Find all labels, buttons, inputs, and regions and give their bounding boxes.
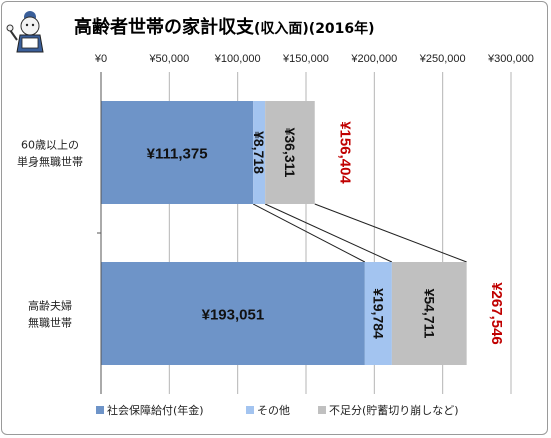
x-tick-label: ¥0 xyxy=(94,53,107,65)
x-tick-label: ¥50,000 xyxy=(148,53,189,65)
legend-swatch xyxy=(246,406,254,414)
x-tick-label: ¥200,000 xyxy=(350,53,397,65)
data-label: ¥111,375 xyxy=(147,146,208,163)
total-label: ¥267,546 xyxy=(488,282,505,345)
connector-line xyxy=(252,203,366,263)
bar-1-3 xyxy=(265,101,315,204)
data-label: ¥193,051 xyxy=(202,307,265,324)
chart-title-main: 高齢者世帯の家計収支 xyxy=(74,16,255,38)
data-label: ¥19,784 xyxy=(370,288,386,339)
category-label-line: 60歳以上の xyxy=(21,139,79,152)
bars: ¥111,375 ¥8,718 ¥36,311 ¥156,404 ¥193,051 ¥19… xyxy=(101,101,505,365)
chart-title: 高齢者世帯の家計収支(収入面)(2016年) xyxy=(74,16,375,38)
legend-swatch xyxy=(96,406,104,414)
bar-2-1 xyxy=(101,262,365,365)
bar-2-3 xyxy=(391,262,467,365)
legend-entry: その他 xyxy=(257,404,290,417)
category-label: 60歳以上の単身無職世帯 xyxy=(17,139,83,169)
bar-2-2 xyxy=(364,262,392,365)
data-label: ¥8,718 xyxy=(251,131,267,174)
total-label: ¥156,404 xyxy=(336,121,353,184)
category-label-line: 単身無職世帯 xyxy=(17,155,83,169)
legend-entry: 社会保障給付(年金) xyxy=(107,403,204,417)
connector-line xyxy=(264,203,393,263)
connector-lines xyxy=(252,203,467,263)
legend-swatch xyxy=(318,406,326,414)
x-tick-label: ¥250,000 xyxy=(419,53,466,65)
category-label-line: 無職世帯 xyxy=(28,316,72,330)
axis-lines xyxy=(97,72,102,394)
bar-1-2 xyxy=(253,101,266,204)
x-tick-label: ¥100,000 xyxy=(214,53,261,65)
x-axis-ticks: ¥0 ¥50,000 ¥100,000 ¥150,000 ¥200,000 ¥250,00… xyxy=(94,53,534,65)
category-label: 高齢夫婦無職世帯 xyxy=(28,299,72,330)
bar-1-1 xyxy=(101,101,254,204)
legend: 社会保障給付(年金) その他 不足分(貯蓄切り崩しなど) xyxy=(96,403,459,417)
x-tick-label: ¥150,000 xyxy=(282,53,329,65)
category-label-line: 高齢夫婦 xyxy=(28,299,72,313)
x-tick-label: ¥300,000 xyxy=(487,53,534,65)
legend-entry: 不足分(貯蓄切り崩しなど) xyxy=(329,403,459,417)
chart-subtitle: (収入面)(2016年) xyxy=(254,20,375,37)
connector-line xyxy=(314,203,467,263)
data-label: ¥36,311 xyxy=(282,128,298,178)
mascot-illustration xyxy=(6,11,44,53)
data-label: ¥54,711 xyxy=(421,289,437,339)
